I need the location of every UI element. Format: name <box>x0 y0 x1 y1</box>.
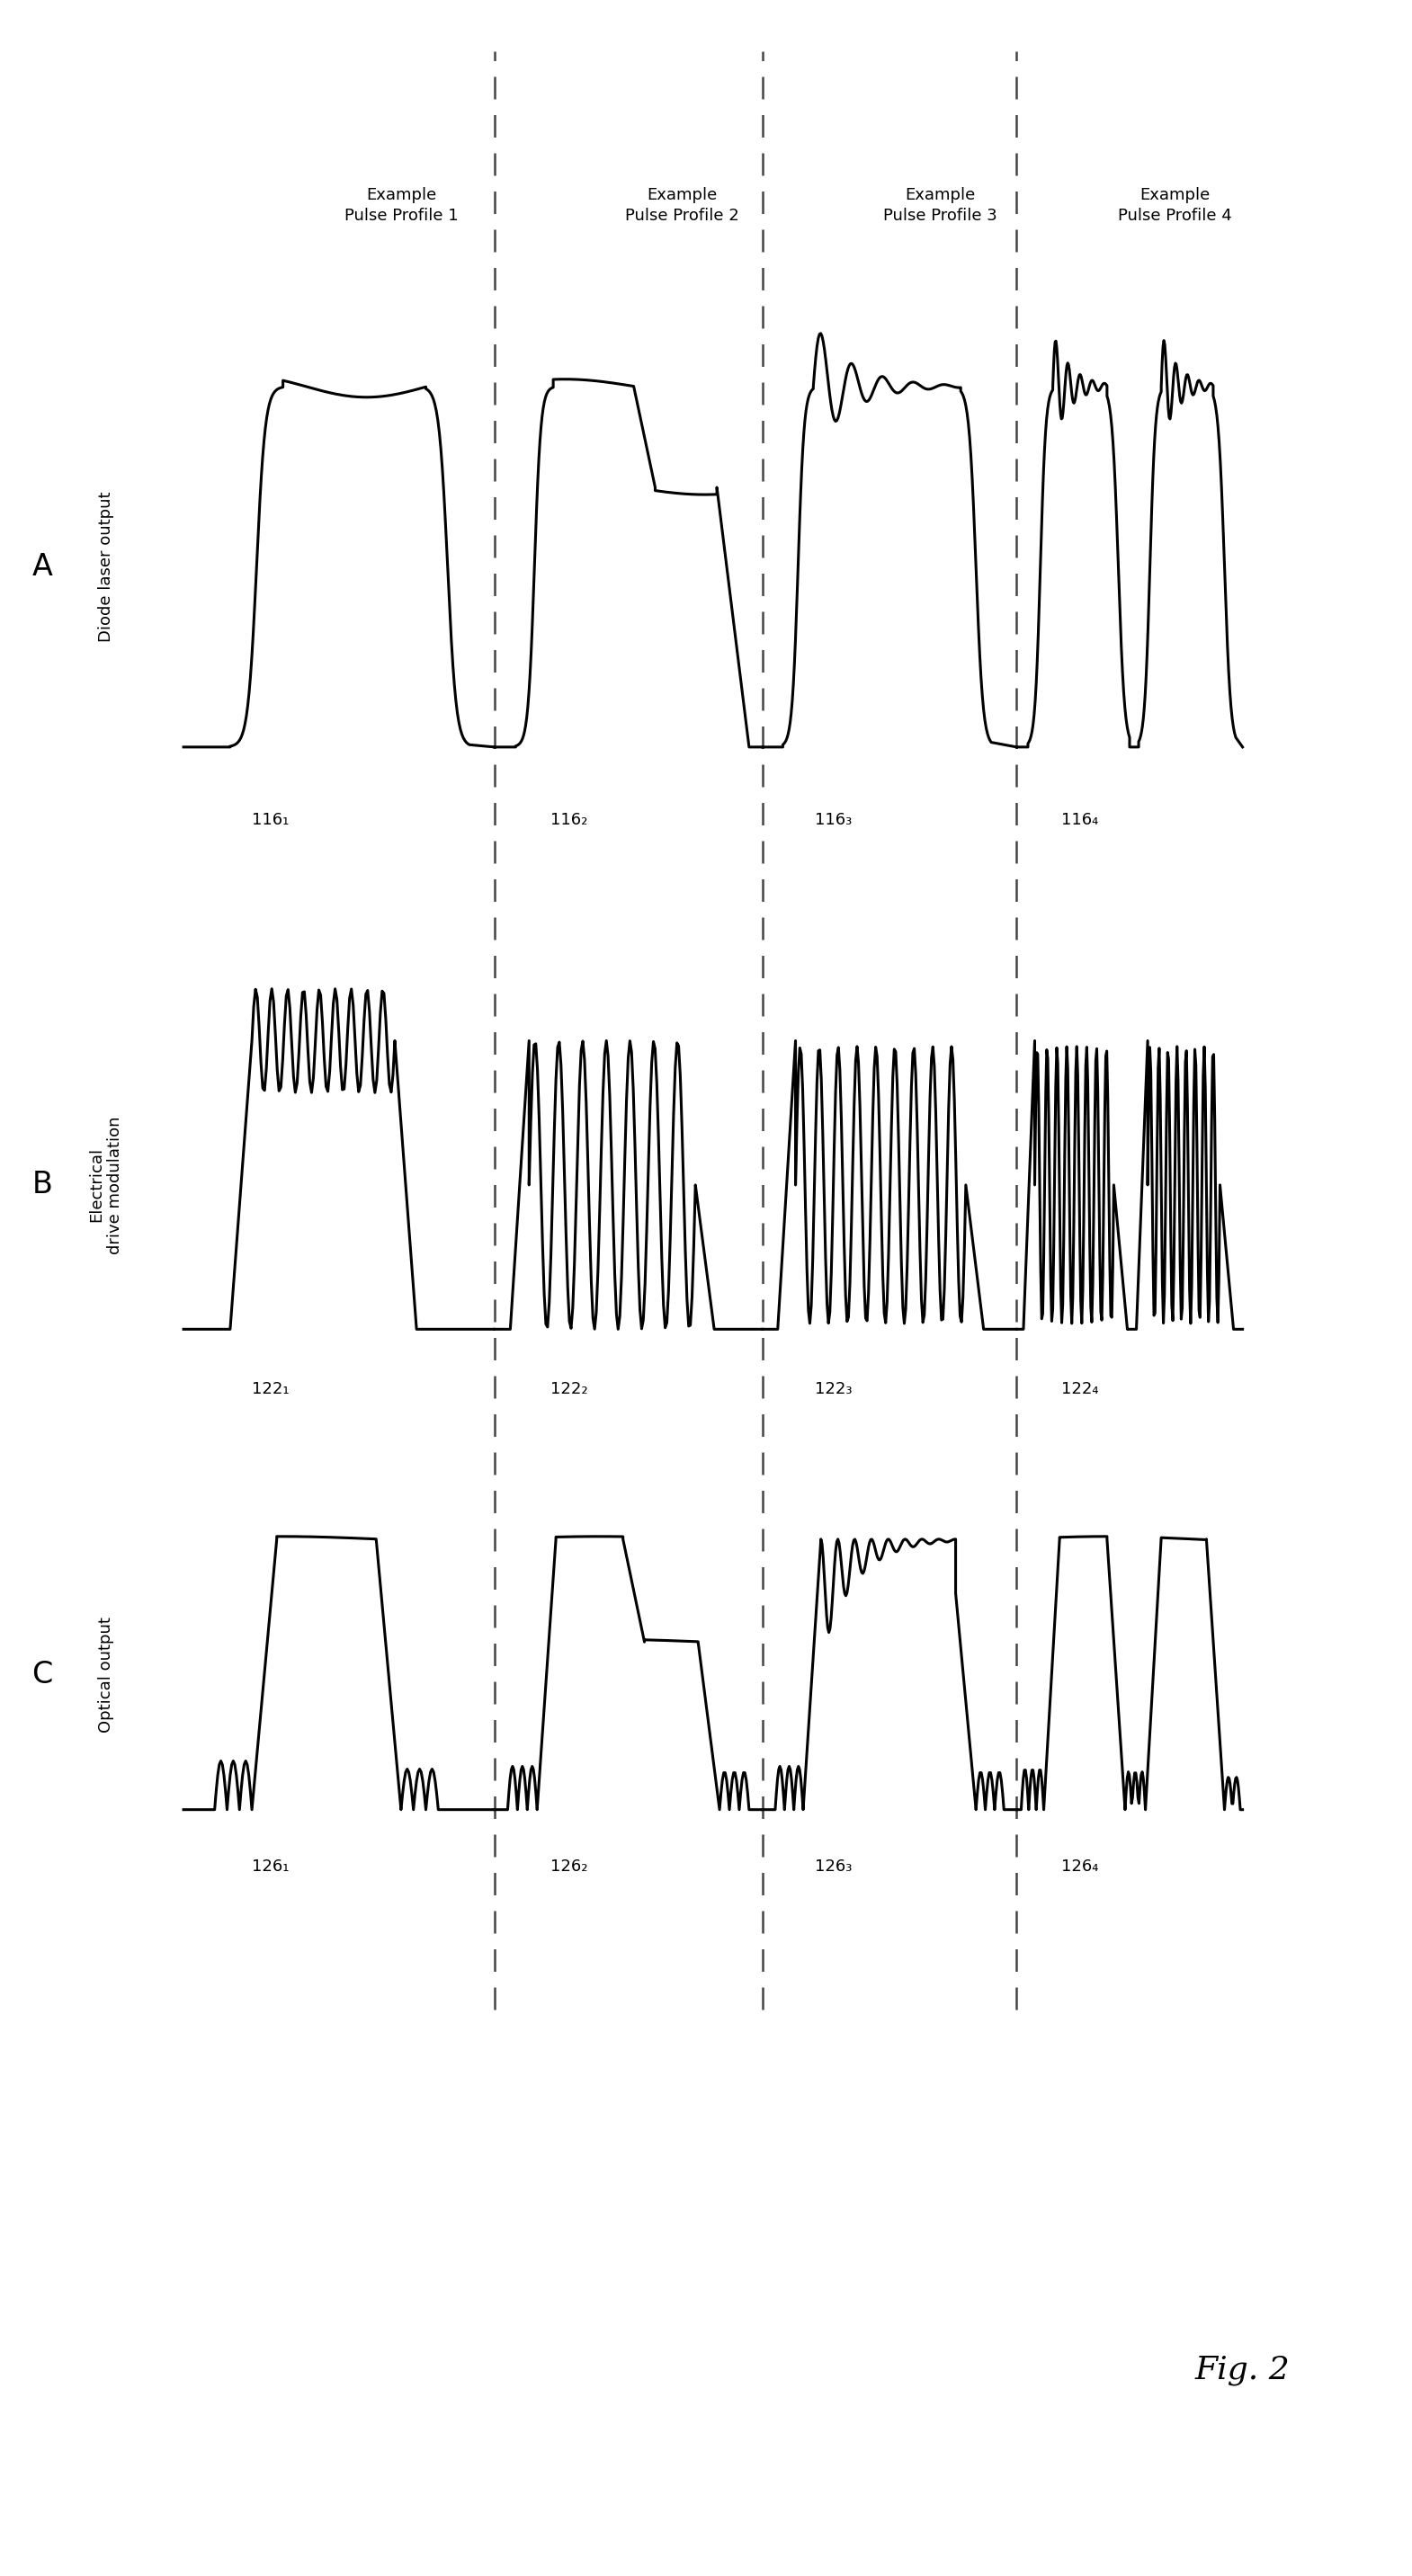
Text: Example
Pulse Profile 2: Example Pulse Profile 2 <box>626 185 738 224</box>
Text: Diode laser output: Diode laser output <box>97 492 114 641</box>
Text: 122₃: 122₃ <box>815 1381 853 1396</box>
Text: 122₄: 122₄ <box>1062 1381 1099 1396</box>
Text: B: B <box>32 1170 52 1200</box>
Text: 116₁: 116₁ <box>251 811 289 827</box>
Text: 126₁: 126₁ <box>251 1857 289 1875</box>
Text: 122₁: 122₁ <box>251 1381 289 1396</box>
Text: 116₃: 116₃ <box>815 811 853 827</box>
Text: Electrical
drive modulation: Electrical drive modulation <box>89 1115 123 1255</box>
Text: Fig. 2: Fig. 2 <box>1195 2354 1291 2385</box>
Text: Example
Pulse Profile 3: Example Pulse Profile 3 <box>884 185 997 224</box>
Text: Optical output: Optical output <box>97 1618 114 1731</box>
Text: C: C <box>32 1659 52 1690</box>
Text: 126₂: 126₂ <box>551 1857 587 1875</box>
Text: 116₄: 116₄ <box>1062 811 1099 827</box>
Text: 126₄: 126₄ <box>1062 1857 1099 1875</box>
Text: 116₂: 116₂ <box>551 811 587 827</box>
Text: Example
Pulse Profile 4: Example Pulse Profile 4 <box>1118 185 1231 224</box>
Text: 122₂: 122₂ <box>551 1381 587 1396</box>
Text: 126₃: 126₃ <box>815 1857 853 1875</box>
Text: Example
Pulse Profile 1: Example Pulse Profile 1 <box>345 185 457 224</box>
Text: A: A <box>32 551 52 582</box>
